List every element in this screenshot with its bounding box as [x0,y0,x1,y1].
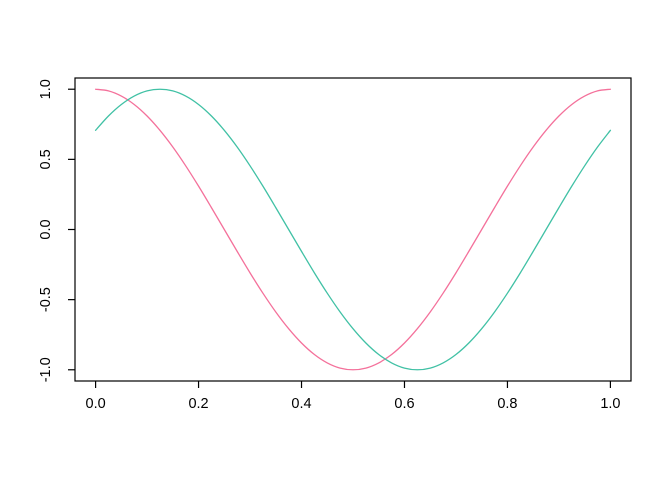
y-tick-label: -1.0 [38,357,54,382]
y-tick-label: -0.5 [38,287,54,312]
series-line-teal-curve [94,88,612,371]
x-tick-label: 0.0 [86,396,106,412]
series-line-pink-curve [94,88,612,371]
x-tick-label: 1.0 [600,396,620,412]
plot-box [74,77,632,382]
y-tick-label: 1.0 [38,79,54,99]
x-tick-label: 0.8 [497,396,517,412]
y-tick-label: 0.0 [38,219,54,239]
x-tick-label: 0.2 [188,396,208,412]
y-tick-label: 0.5 [38,149,54,169]
x-tick-label: 0.6 [394,396,414,412]
x-tick-label: 0.4 [291,396,311,412]
